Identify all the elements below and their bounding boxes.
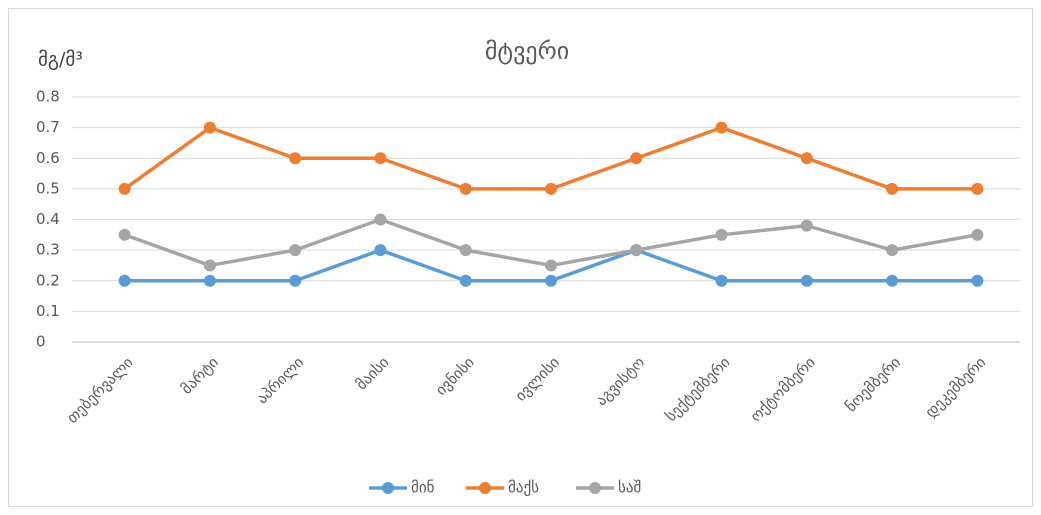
data-point bbox=[800, 152, 813, 165]
data-point bbox=[289, 244, 302, 257]
data-point bbox=[971, 182, 984, 195]
y-tick-label: 0.8 bbox=[36, 88, 60, 106]
y-tick-label: 0.4 bbox=[36, 210, 60, 228]
data-point bbox=[715, 228, 728, 241]
data-point bbox=[886, 182, 899, 195]
data-point bbox=[459, 244, 472, 257]
data-point bbox=[545, 274, 557, 287]
data-point bbox=[715, 121, 728, 134]
y-tick-label: 0.5 bbox=[36, 179, 60, 197]
data-point bbox=[203, 274, 216, 287]
data-point bbox=[886, 244, 899, 257]
data-point bbox=[459, 182, 472, 195]
data-point bbox=[374, 244, 387, 257]
y-tick-label: 0.7 bbox=[36, 118, 60, 136]
data-point bbox=[459, 274, 472, 287]
chart-frame bbox=[8, 8, 1033, 507]
legend-marker bbox=[589, 482, 601, 494]
y-axis-label: მგ/მ³ bbox=[38, 49, 83, 71]
legend-label: საშ bbox=[618, 479, 641, 497]
data-point bbox=[118, 228, 131, 241]
data-point bbox=[971, 228, 984, 241]
data-point bbox=[545, 182, 557, 195]
data-point bbox=[800, 219, 813, 232]
data-point bbox=[545, 259, 557, 272]
data-point bbox=[630, 244, 643, 257]
data-point bbox=[118, 274, 131, 287]
data-point bbox=[374, 152, 387, 165]
legend-label: მინ bbox=[411, 479, 435, 497]
data-point bbox=[118, 182, 131, 195]
y-tick-label: 0.2 bbox=[36, 271, 60, 289]
data-point bbox=[289, 274, 302, 287]
data-point bbox=[715, 274, 728, 287]
data-point bbox=[971, 274, 984, 287]
legend-marker bbox=[382, 482, 394, 494]
data-point bbox=[203, 259, 216, 272]
data-point bbox=[289, 152, 302, 165]
legend-label: მაქს bbox=[508, 479, 539, 497]
y-tick-label: 0.1 bbox=[36, 302, 60, 320]
data-point bbox=[374, 213, 387, 226]
data-point bbox=[203, 121, 216, 134]
y-tick-label: 0 bbox=[36, 333, 46, 351]
data-point bbox=[630, 152, 643, 165]
chart-title: მტვერი bbox=[485, 37, 569, 65]
legend-marker bbox=[479, 482, 491, 494]
y-tick-label: 0.3 bbox=[36, 241, 60, 259]
data-point bbox=[800, 274, 813, 287]
y-tick-label: 0.6 bbox=[36, 149, 60, 167]
data-point bbox=[886, 274, 899, 287]
